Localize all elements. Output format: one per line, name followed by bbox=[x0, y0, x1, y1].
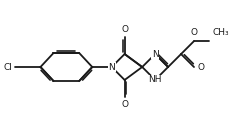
Text: CH₃: CH₃ bbox=[212, 28, 229, 37]
Text: O: O bbox=[121, 100, 128, 109]
Text: O: O bbox=[121, 25, 128, 34]
Text: N: N bbox=[152, 50, 158, 59]
Text: N: N bbox=[108, 62, 115, 72]
Text: Cl: Cl bbox=[4, 62, 13, 72]
Text: NH: NH bbox=[148, 75, 162, 84]
Text: O: O bbox=[190, 28, 197, 37]
Text: O: O bbox=[198, 62, 205, 72]
